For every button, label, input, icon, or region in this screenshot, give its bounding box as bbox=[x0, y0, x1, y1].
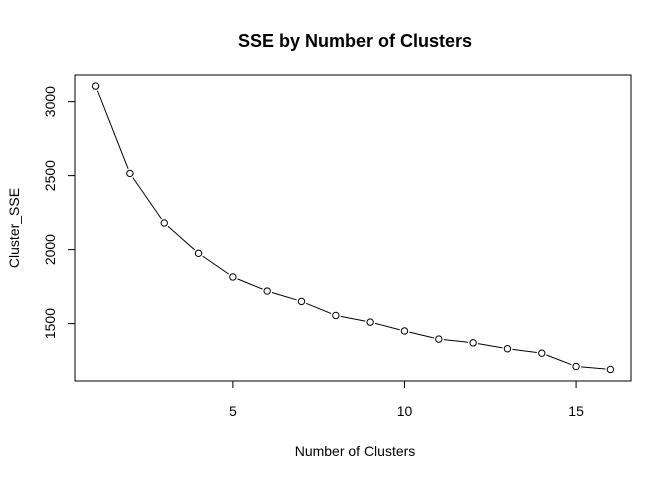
series-line-segment bbox=[477, 343, 503, 349]
data-point bbox=[366, 318, 374, 326]
data-point bbox=[297, 297, 306, 306]
data-point bbox=[503, 345, 512, 353]
series-line-segment bbox=[305, 302, 332, 315]
data-point bbox=[469, 339, 477, 347]
x-tick-label: 15 bbox=[568, 403, 584, 419]
y-tick-label: 2500 bbox=[42, 160, 58, 191]
plot-area-frame bbox=[74, 74, 632, 382]
series-line-segment bbox=[581, 366, 606, 370]
series-line-segment bbox=[271, 292, 297, 301]
series-line-segment bbox=[237, 278, 263, 290]
series-line-segment bbox=[512, 348, 537, 354]
series-line-segment bbox=[167, 225, 196, 251]
series-line-segment bbox=[443, 339, 469, 343]
series-line-segment bbox=[132, 177, 162, 220]
series-line-segment bbox=[409, 331, 435, 339]
data-point bbox=[332, 311, 340, 320]
data-point bbox=[91, 82, 100, 90]
series-line-segment bbox=[546, 354, 572, 366]
y-axis-label: Cluster_SSE bbox=[6, 188, 22, 268]
series-line-segment bbox=[374, 322, 400, 331]
x-tick-label: 5 bbox=[229, 403, 237, 419]
data-point bbox=[229, 273, 237, 281]
y-tick-label: 1500 bbox=[42, 308, 58, 339]
data-point bbox=[194, 249, 203, 258]
data-point bbox=[606, 365, 615, 374]
series-line-segment bbox=[202, 255, 230, 275]
data-point bbox=[160, 219, 168, 227]
x-axis: 5 10 15 bbox=[229, 380, 584, 419]
y-axis: 1500 2000 2500 3000 bbox=[42, 86, 76, 339]
x-tick-label: 10 bbox=[397, 403, 413, 419]
data-point bbox=[538, 349, 546, 357]
data-point bbox=[263, 287, 271, 295]
chart-title: SSE by Number of Clusters bbox=[238, 31, 472, 51]
data-point bbox=[435, 335, 443, 343]
series-layer bbox=[91, 82, 615, 374]
series-line-segment bbox=[340, 315, 366, 322]
x-axis-label: Number of Clusters bbox=[295, 443, 416, 459]
series-line-segment bbox=[96, 90, 129, 169]
data-point bbox=[400, 327, 409, 335]
y-tick-label: 3000 bbox=[42, 86, 58, 117]
y-tick-label: 2000 bbox=[42, 234, 58, 265]
data-point bbox=[126, 169, 134, 178]
data-point bbox=[572, 362, 580, 371]
